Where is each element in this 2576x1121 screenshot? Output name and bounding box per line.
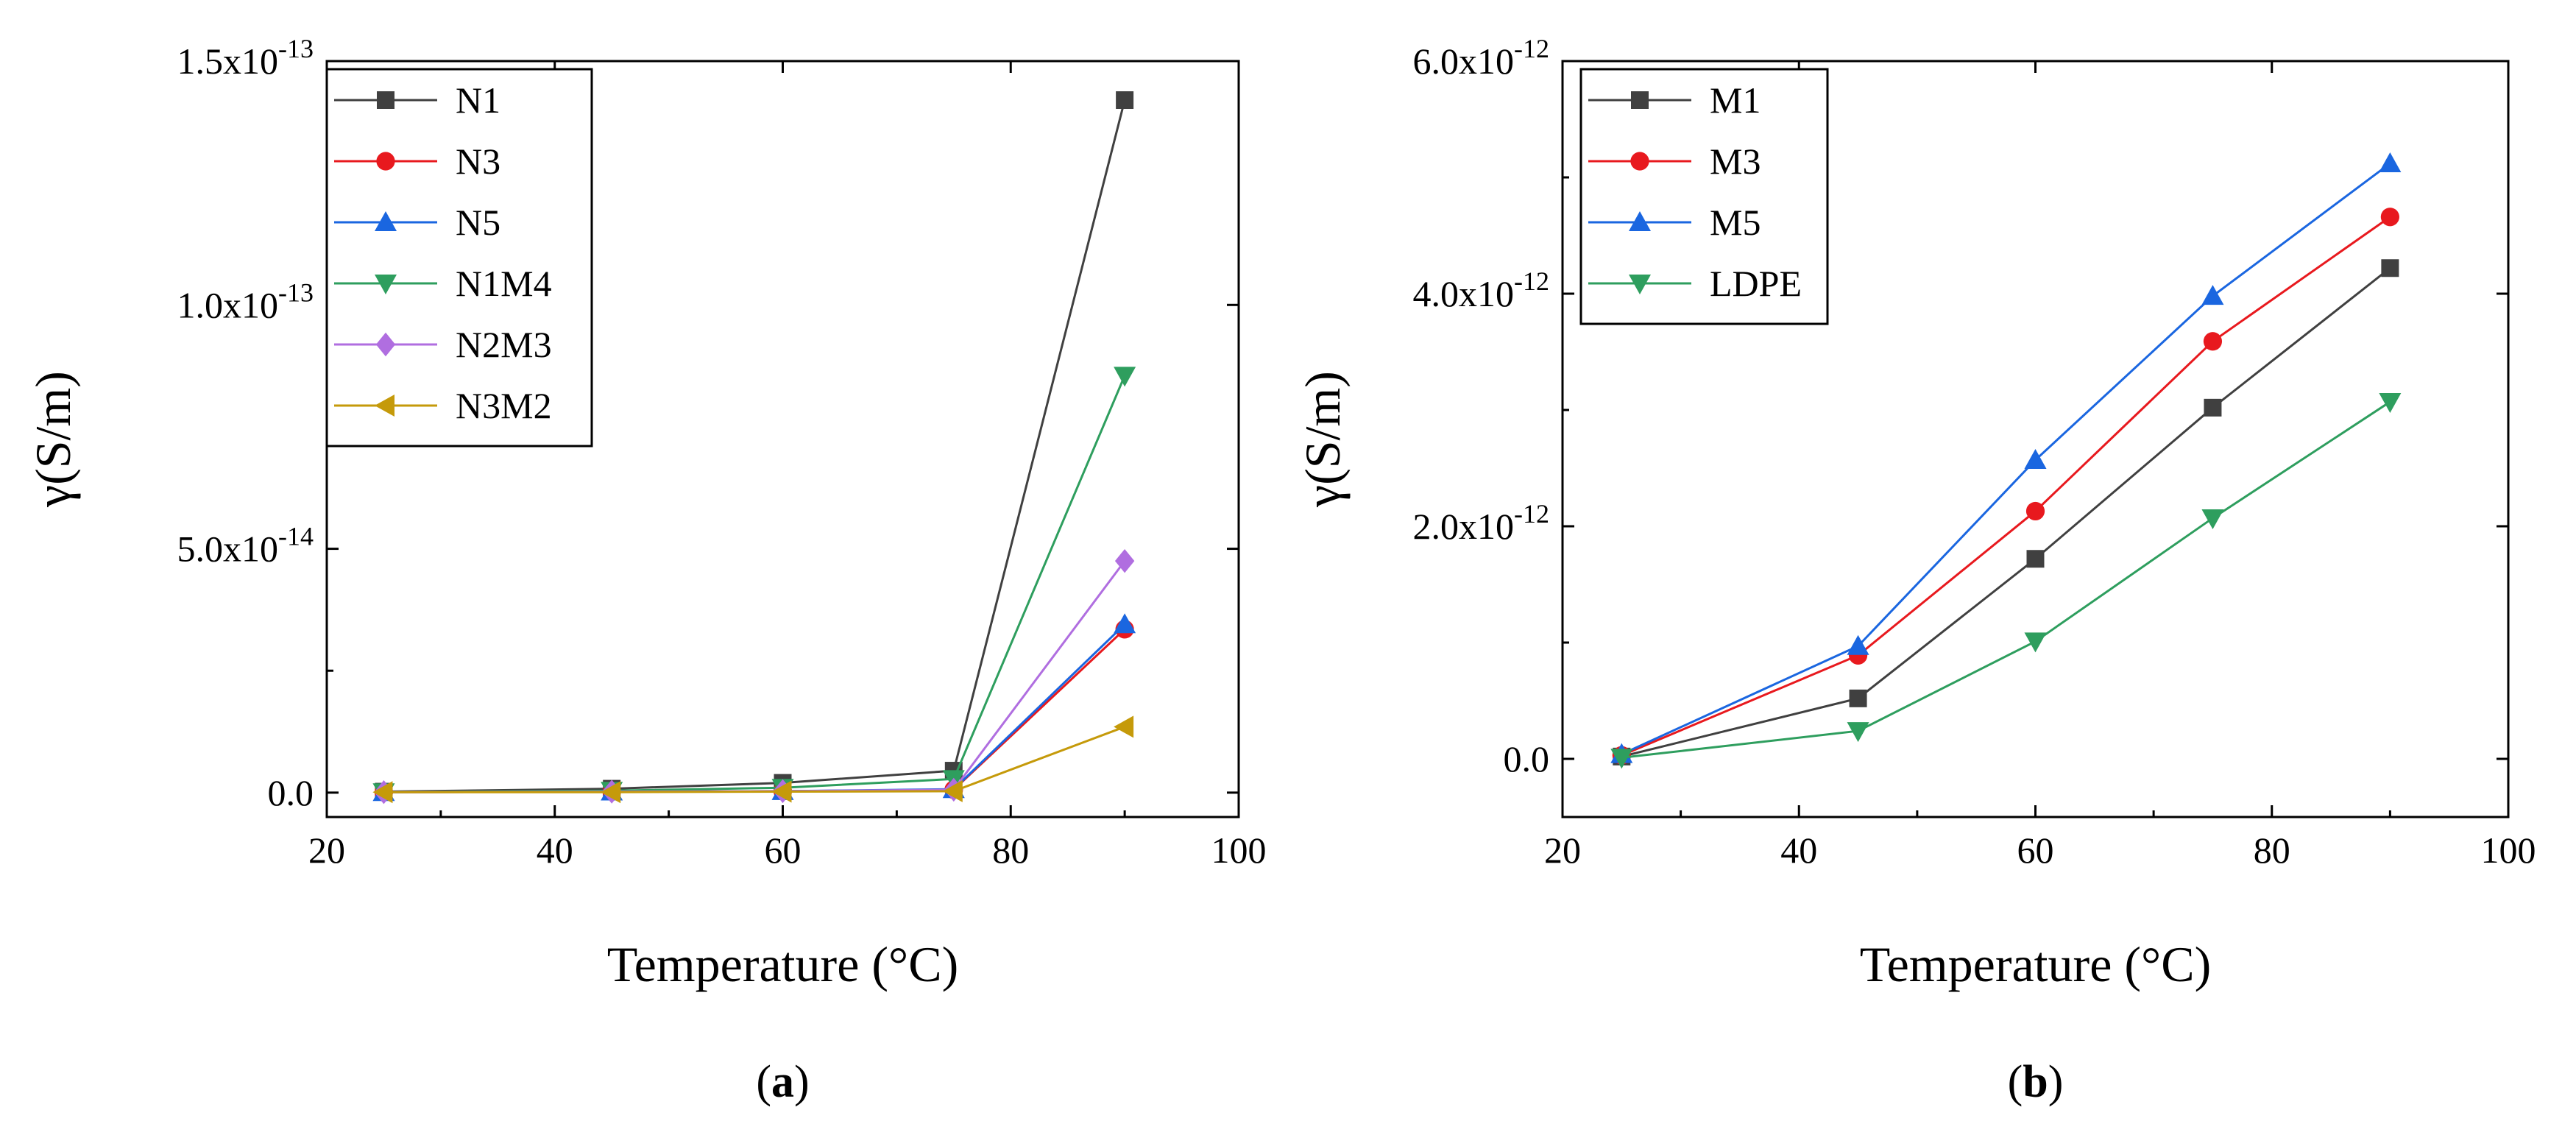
y-tick-label: 2.0x10-12 bbox=[1413, 499, 1550, 547]
data-point-m5 bbox=[2379, 152, 2402, 173]
legend-marker-n1 bbox=[377, 91, 394, 109]
data-point-n1 bbox=[1116, 91, 1134, 110]
data-point-n3m2 bbox=[601, 781, 621, 804]
x-tick-label: 60 bbox=[765, 830, 802, 871]
data-point-m1 bbox=[2204, 398, 2222, 417]
y-tick-label: 6.0x10-12 bbox=[1413, 34, 1550, 82]
legend-label-n1m4: N1M4 bbox=[456, 263, 552, 304]
data-point-n5 bbox=[1114, 613, 1136, 634]
data-point-m3 bbox=[2380, 208, 2399, 227]
data-point-m5 bbox=[2024, 448, 2047, 469]
y-tick-label: 0.0 bbox=[1504, 738, 1550, 779]
data-point-m3 bbox=[2025, 501, 2045, 521]
x-tick-label: 60 bbox=[2017, 830, 2054, 871]
legend-label-m1: M1 bbox=[1710, 79, 1761, 121]
x-tick-label: 40 bbox=[537, 830, 573, 871]
figure-caption: (a) bbox=[756, 1057, 809, 1107]
x-tick-label: 20 bbox=[1544, 830, 1581, 871]
chart-a: 20 40 60 80 100 0.0 5.0x10-14 1.0x10-13 1.5x10-1… bbox=[25, 34, 1267, 1107]
x-tick-label: 40 bbox=[1780, 830, 1817, 871]
data-point-n3m2 bbox=[372, 781, 393, 804]
legend-marker-ldpe bbox=[1629, 275, 1651, 294]
x-axis-title: Temperature (°C) bbox=[1860, 936, 2211, 992]
y-tick-label: 1.5x10-13 bbox=[177, 34, 314, 82]
data-point-ldpe bbox=[1610, 749, 1633, 769]
legend-marker-n3m2 bbox=[375, 395, 394, 417]
x-tick-label: 20 bbox=[308, 830, 345, 871]
data-point-ldpe bbox=[2201, 509, 2224, 529]
data-point-m1 bbox=[2026, 550, 2045, 568]
legend-marker-n5 bbox=[375, 211, 397, 231]
data-point-m3 bbox=[2203, 332, 2223, 351]
data-point-n3m2 bbox=[942, 779, 963, 802]
series-line-ldpe bbox=[1621, 400, 2391, 759]
legend-label-m3: M3 bbox=[1710, 141, 1761, 182]
legend-marker-n3 bbox=[376, 152, 395, 171]
figure-caption: (b) bbox=[2008, 1057, 2064, 1107]
legend-box bbox=[1579, 68, 1829, 325]
x-tick-label: 100 bbox=[1211, 830, 1267, 871]
data-point-n2m3 bbox=[1114, 548, 1135, 573]
data-point-n3m2 bbox=[771, 780, 792, 803]
legend-label-n3m2: N3M2 bbox=[456, 385, 552, 426]
data-point-ldpe bbox=[2024, 632, 2047, 653]
x-tick-label: 80 bbox=[992, 830, 1029, 871]
legend-marker-n1m4 bbox=[375, 275, 397, 294]
data-point-m1 bbox=[1849, 689, 1867, 707]
x-axis-title: Temperature (°C) bbox=[607, 936, 958, 992]
data-point-m5 bbox=[1847, 634, 1869, 655]
legend-label-ldpe: LDPE bbox=[1710, 263, 1802, 304]
data-point-n1m4 bbox=[1114, 367, 1136, 387]
data-point-m1 bbox=[2381, 259, 2399, 277]
y-tick-label: 1.0x10-13 bbox=[177, 277, 314, 325]
x-tick-label: 100 bbox=[2481, 830, 2536, 871]
legend-marker-n2m3 bbox=[375, 332, 396, 357]
legend-label-n3: N3 bbox=[456, 141, 500, 182]
series-line-m1 bbox=[1621, 267, 2391, 758]
data-point-ldpe bbox=[1847, 722, 1869, 743]
y-tick-label: 5.0x10-14 bbox=[177, 522, 314, 570]
series-line-n2m3 bbox=[383, 560, 1126, 793]
data-point-n3m2 bbox=[1114, 715, 1134, 738]
legend-label-n2m3: N2M3 bbox=[456, 324, 552, 365]
y-tick-label: 0.0 bbox=[268, 772, 314, 813]
series-line-n3m2 bbox=[383, 726, 1125, 793]
legend-label-n5: N5 bbox=[456, 202, 500, 243]
legend-box bbox=[325, 68, 593, 448]
chart-b: 20 40 60 80 100 0.0 2.0x10-12 4.0x10-12 6.0x10-1… bbox=[1295, 34, 2536, 1107]
x-tick-label: 80 bbox=[2254, 830, 2290, 871]
y-axis-title: γ(S/m) bbox=[25, 371, 81, 508]
y-axis-title: γ(S/m) bbox=[1295, 371, 1351, 508]
legend-marker-m1 bbox=[1631, 91, 1649, 109]
legend-label-n1: N1 bbox=[456, 79, 500, 121]
legend-marker-m5 bbox=[1629, 211, 1651, 231]
y-tick-label: 4.0x10-12 bbox=[1413, 266, 1550, 314]
legend-marker-m3 bbox=[1630, 152, 1649, 171]
data-point-m5 bbox=[2201, 285, 2224, 305]
data-point-ldpe bbox=[2379, 392, 2402, 413]
legend-label-m5: M5 bbox=[1710, 202, 1761, 243]
